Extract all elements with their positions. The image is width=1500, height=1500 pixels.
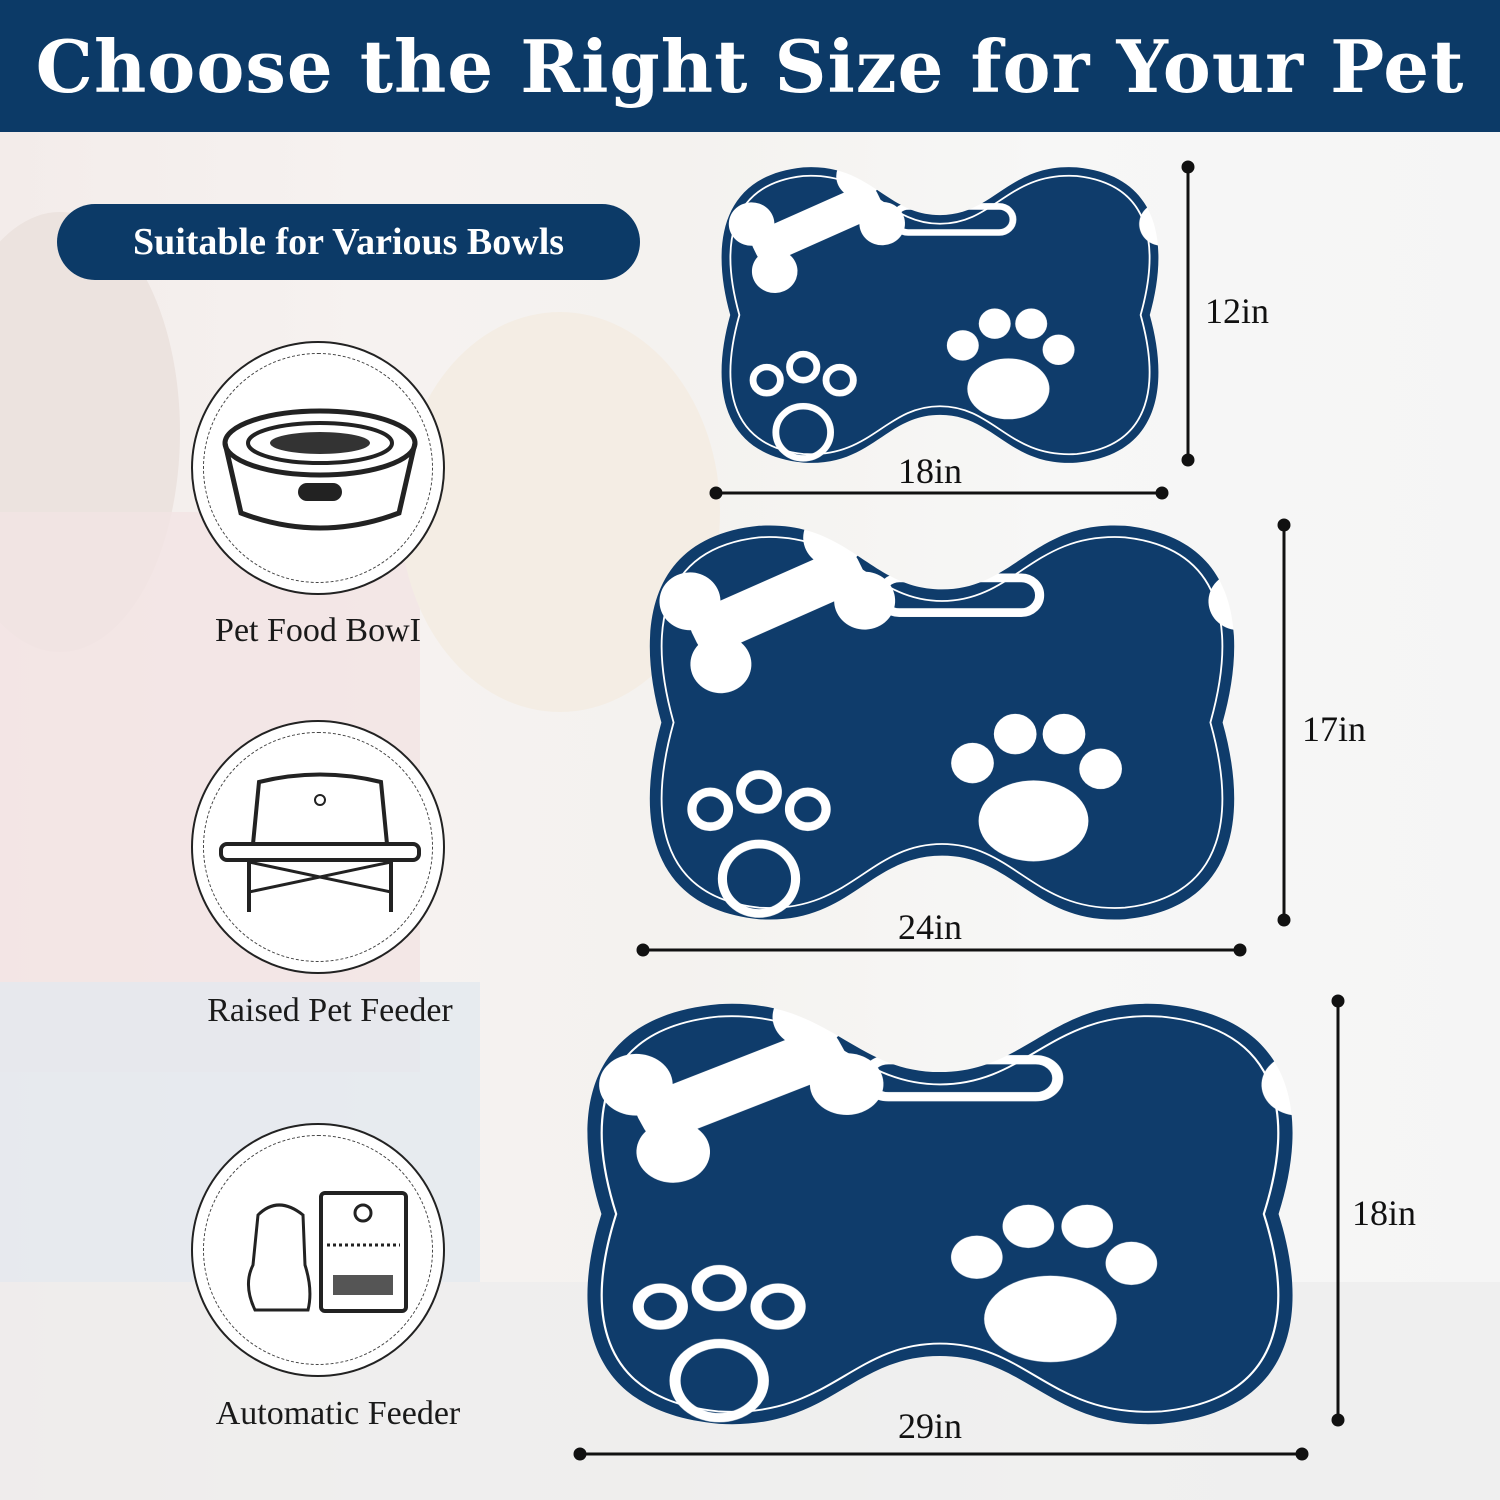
automatic-feeder-card	[191, 1123, 445, 1377]
page-title: Choose the Right Size for Your Pet	[35, 23, 1465, 109]
raised-feeder-card	[191, 720, 445, 974]
pet-food-bowl-card	[191, 341, 445, 595]
height-label-small: 12in	[1205, 291, 1270, 331]
width-label-large: 29in	[898, 1406, 963, 1446]
header-banner: Choose the Right Size for Your Pet	[0, 0, 1500, 132]
width-label-medium: 24in	[898, 907, 963, 947]
mat-medium	[649, 525, 1235, 920]
bowl-type-label: Pet Food BowI	[215, 612, 421, 649]
automatic-feeder-icon	[247, 1191, 408, 1313]
mat-large	[587, 1003, 1293, 1425]
mat-small	[721, 167, 1159, 463]
height-label-large: 18in	[1352, 1193, 1417, 1233]
pet-food-bowl-icon	[222, 408, 418, 531]
bowl-type-label: Raised Pet Feeder	[207, 992, 453, 1029]
height-label-medium: 17in	[1302, 709, 1367, 749]
raised-feeder-icon	[219, 772, 421, 912]
suitable-badge: Suitable for Various Bowls	[57, 204, 640, 280]
bowl-type-label: Automatic Feeder	[215, 1395, 461, 1432]
width-label-small: 18in	[898, 451, 963, 491]
